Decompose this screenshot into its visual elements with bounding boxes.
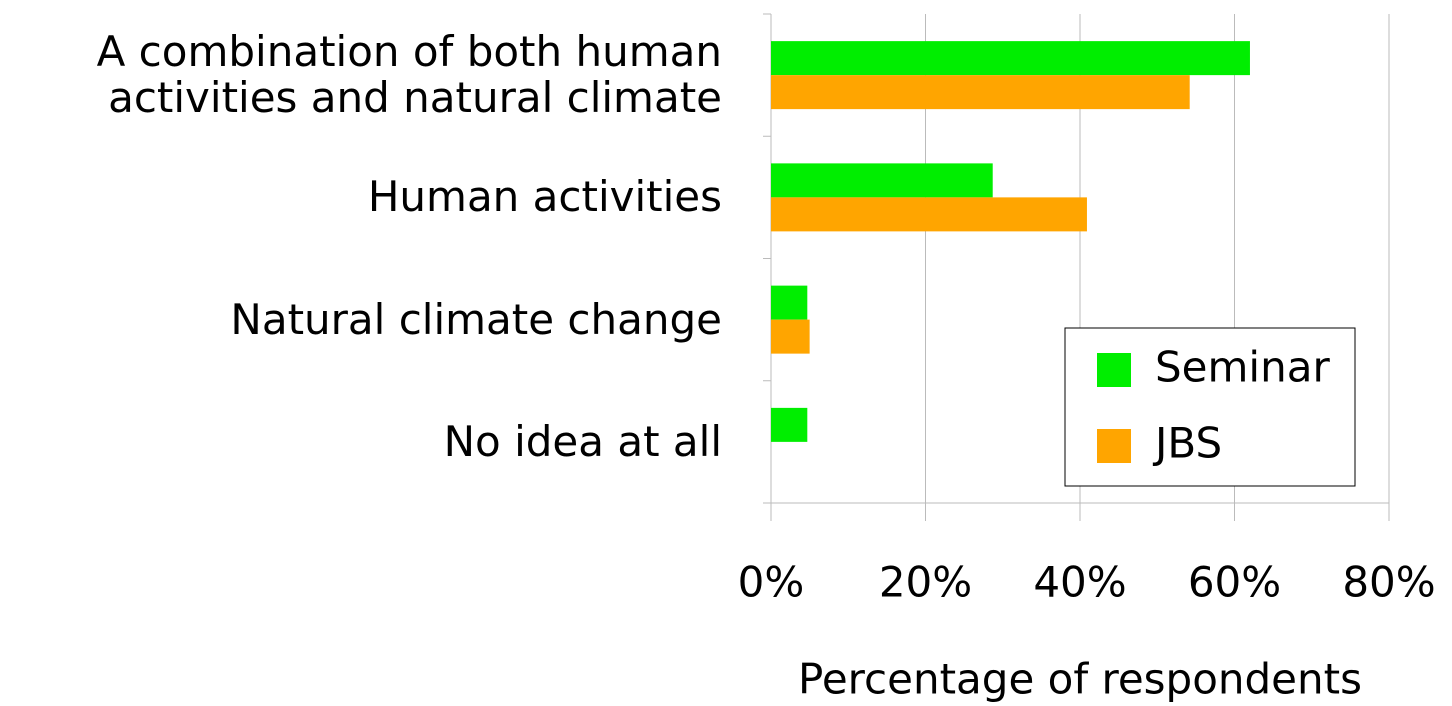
legend-swatch [1097, 353, 1131, 387]
legend-label: JBS [1152, 419, 1222, 468]
legend-swatch [1097, 429, 1131, 463]
y-tick-label: A combination of both human activities a… [96, 26, 722, 123]
legend-label: Seminar [1155, 343, 1330, 392]
bar [771, 197, 1087, 232]
y-tick-label: Natural climate change [230, 294, 722, 344]
x-axis-title: Percentage of respondents [798, 655, 1362, 704]
y-tick-label: Human activities [367, 172, 722, 222]
x-tick-label: 0% [738, 558, 805, 607]
x-tick-label: 40% [1033, 558, 1126, 607]
x-tick-label: 80% [1342, 558, 1435, 607]
x-tick-label: 20% [879, 558, 972, 607]
bar [771, 75, 1190, 110]
y-tick-label: No idea at all [443, 416, 722, 466]
x-tick-label: 60% [1188, 558, 1281, 607]
bar [771, 163, 993, 198]
bar [771, 407, 808, 442]
bar [771, 319, 810, 354]
bar [771, 285, 808, 320]
bar [771, 41, 1250, 76]
